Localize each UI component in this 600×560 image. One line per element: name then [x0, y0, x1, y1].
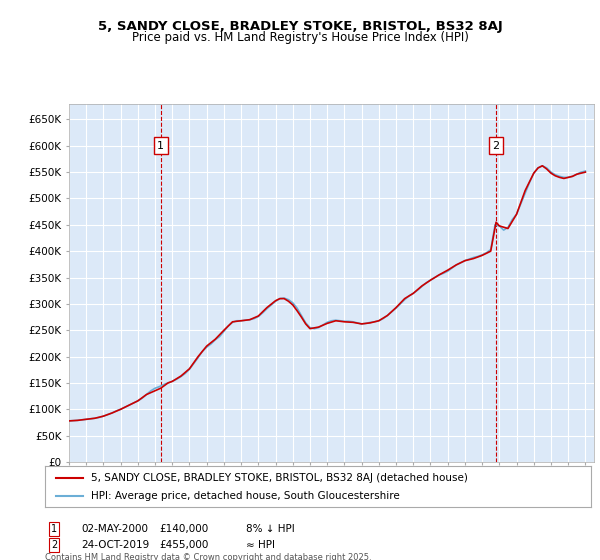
Text: ≈ HPI: ≈ HPI [246, 540, 275, 550]
Text: 02-MAY-2000: 02-MAY-2000 [81, 524, 148, 534]
Text: 8% ↓ HPI: 8% ↓ HPI [246, 524, 295, 534]
Text: 5, SANDY CLOSE, BRADLEY STOKE, BRISTOL, BS32 8AJ (detached house): 5, SANDY CLOSE, BRADLEY STOKE, BRISTOL, … [91, 473, 468, 483]
Text: HPI: Average price, detached house, South Gloucestershire: HPI: Average price, detached house, Sout… [91, 491, 400, 501]
Text: 1: 1 [157, 141, 164, 151]
Text: 24-OCT-2019: 24-OCT-2019 [81, 540, 149, 550]
Text: 2: 2 [493, 141, 500, 151]
Text: £140,000: £140,000 [159, 524, 208, 534]
Text: 1: 1 [51, 524, 57, 534]
Text: Contains HM Land Registry data © Crown copyright and database right 2025.
This d: Contains HM Land Registry data © Crown c… [45, 553, 371, 560]
Text: 2: 2 [51, 540, 57, 550]
Text: 5, SANDY CLOSE, BRADLEY STOKE, BRISTOL, BS32 8AJ: 5, SANDY CLOSE, BRADLEY STOKE, BRISTOL, … [98, 20, 502, 32]
Text: Price paid vs. HM Land Registry's House Price Index (HPI): Price paid vs. HM Land Registry's House … [131, 31, 469, 44]
Text: £455,000: £455,000 [159, 540, 208, 550]
